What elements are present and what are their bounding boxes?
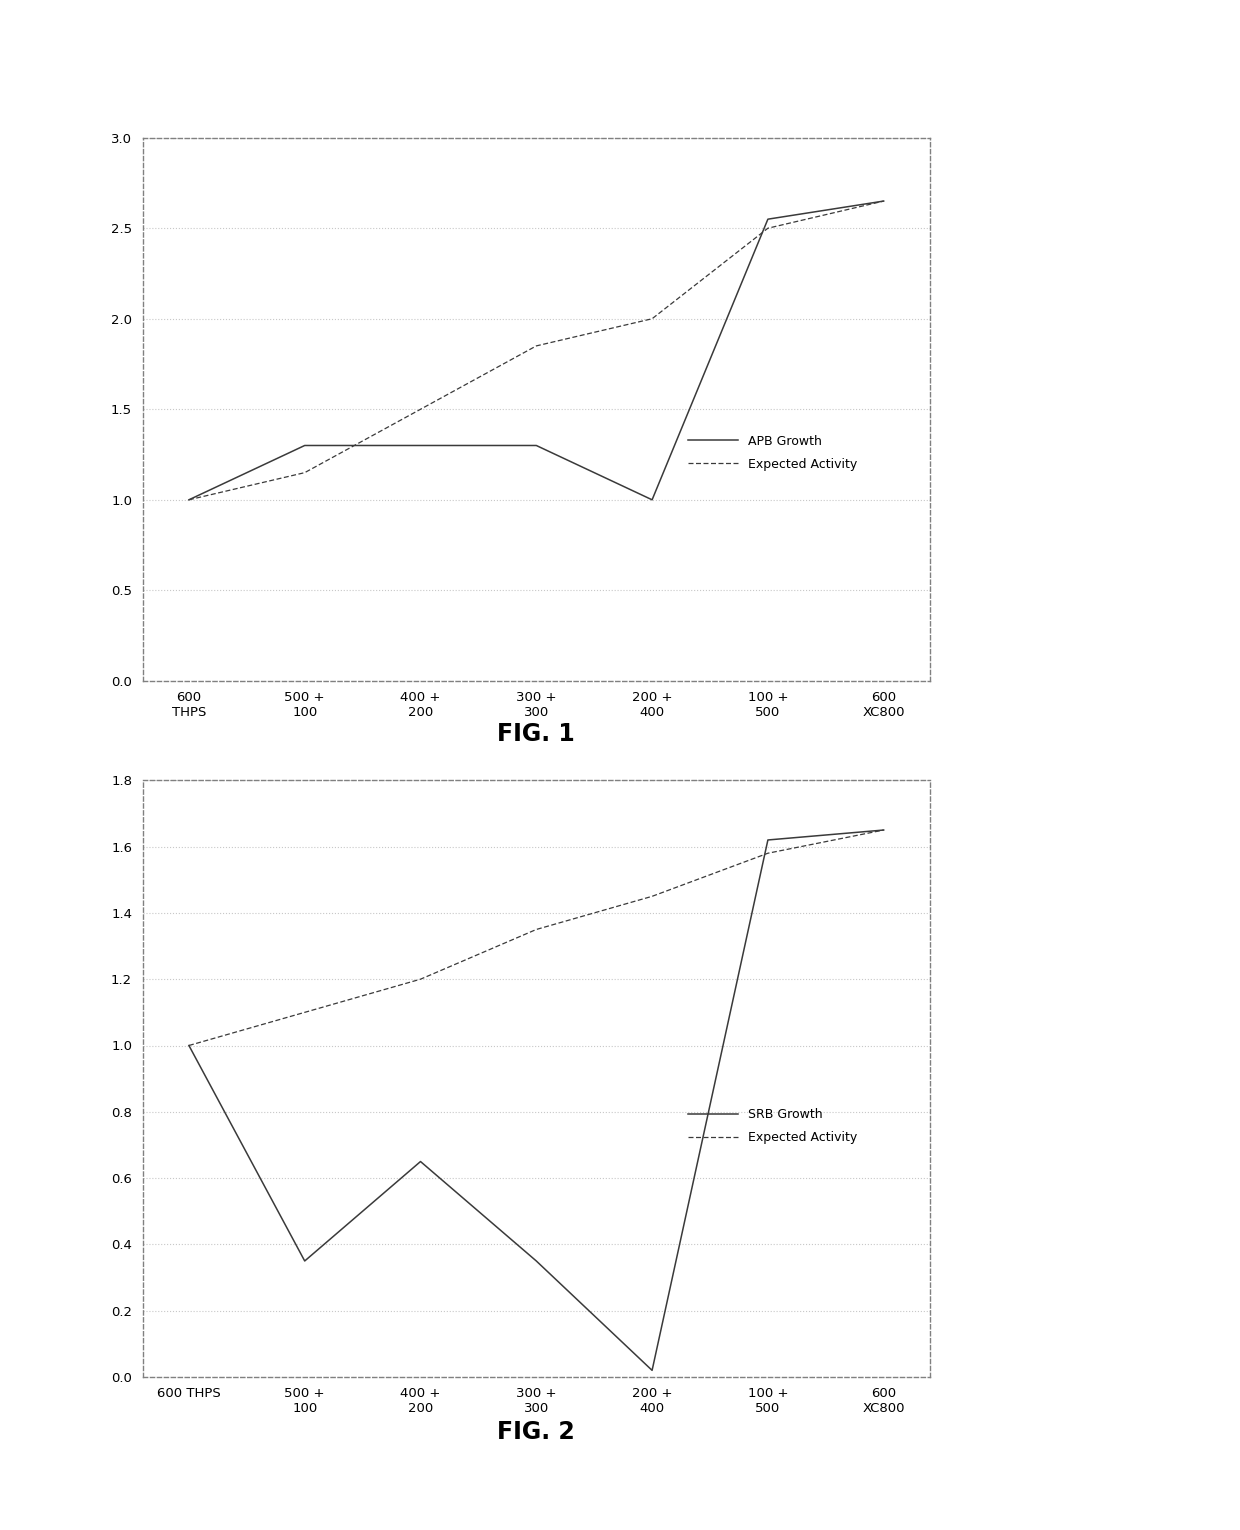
Expected Activity (181, 1036, 196, 1054)
SRB Growth (645, 1362, 660, 1380)
SRB Growth (413, 1152, 428, 1170)
Expected Activity (760, 845, 775, 863)
APB Growth (645, 491, 660, 509)
Text: FIG. 1: FIG. 1 (497, 722, 574, 747)
Expected Activity (181, 491, 196, 509)
Expected Activity (877, 820, 892, 838)
APB Growth (877, 191, 892, 210)
Expected Activity (413, 401, 428, 419)
Expected Activity (645, 309, 660, 327)
Text: FIG. 2: FIG. 2 (497, 1420, 574, 1444)
Expected Activity (877, 191, 892, 210)
APB Growth (413, 436, 428, 454)
Expected Activity (528, 920, 543, 938)
Legend: SRB Growth, Expected Activity: SRB Growth, Expected Activity (684, 1105, 861, 1148)
Legend: APB Growth, Expected Activity: APB Growth, Expected Activity (684, 431, 861, 474)
Expected Activity (645, 887, 660, 906)
APB Growth (760, 210, 775, 228)
Line: Expected Activity: Expected Activity (188, 200, 884, 500)
Line: APB Growth: APB Growth (188, 200, 884, 500)
Expected Activity (298, 1004, 312, 1022)
SRB Growth (877, 820, 892, 838)
Expected Activity (413, 970, 428, 988)
APB Growth (528, 436, 543, 454)
Expected Activity (298, 464, 312, 482)
SRB Growth (760, 831, 775, 849)
SRB Growth (528, 1252, 543, 1270)
Line: SRB Growth: SRB Growth (188, 829, 884, 1371)
Expected Activity (528, 337, 543, 355)
APB Growth (298, 436, 312, 454)
APB Growth (181, 491, 196, 509)
SRB Growth (181, 1036, 196, 1054)
Expected Activity (760, 219, 775, 237)
Line: Expected Activity: Expected Activity (188, 829, 884, 1045)
SRB Growth (298, 1252, 312, 1270)
